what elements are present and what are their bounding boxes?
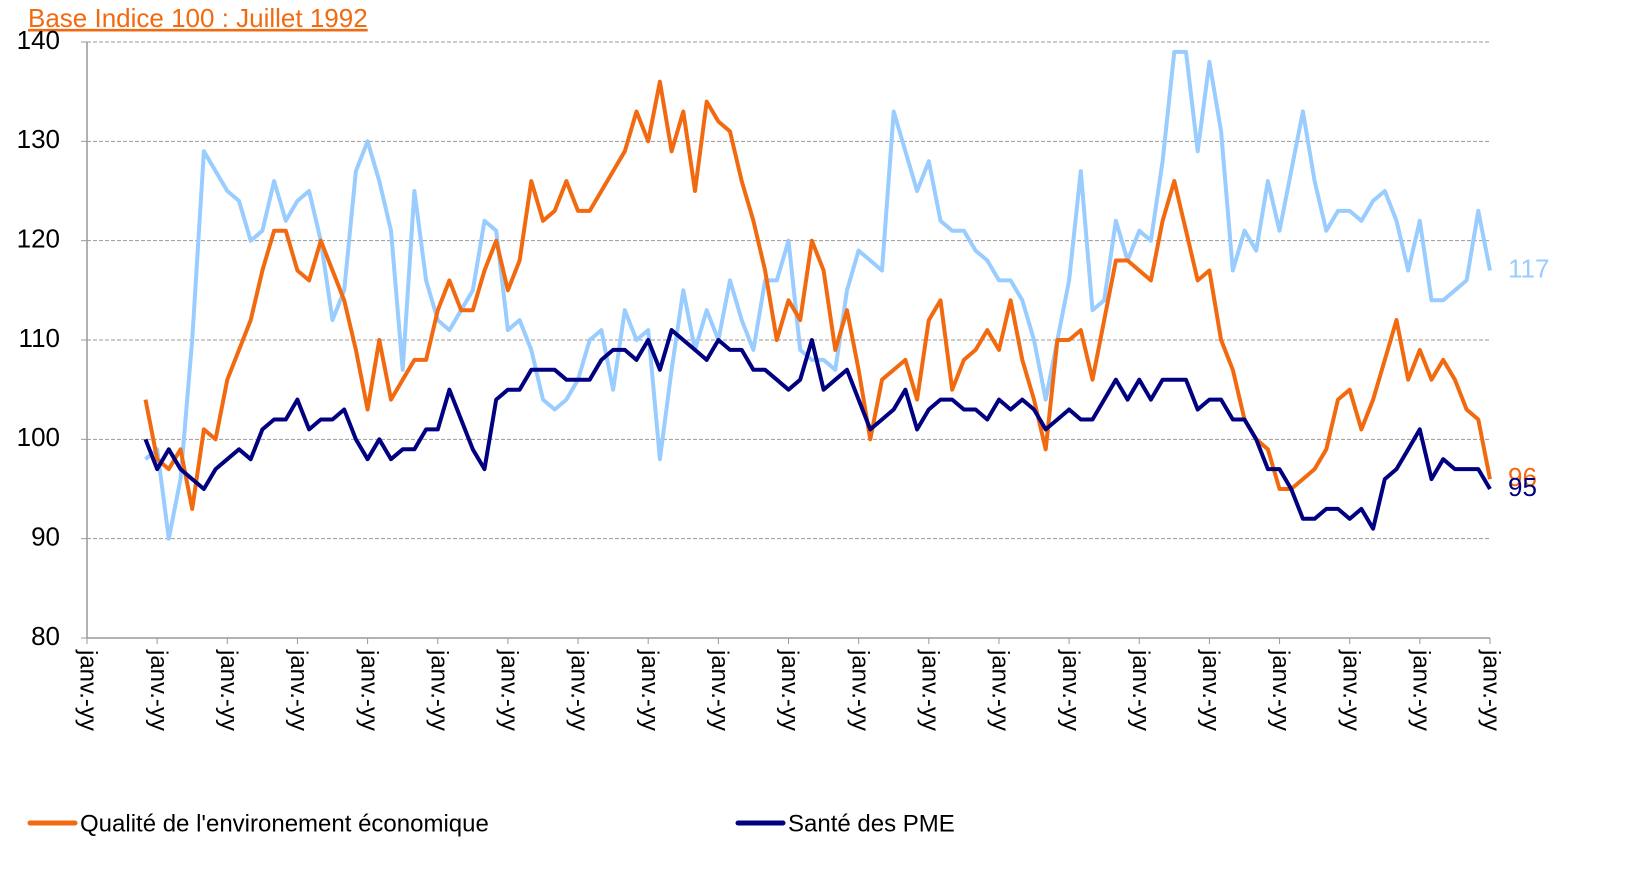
x-tick-label: janv.-yy (916, 649, 943, 731)
x-tick-label: janv.-yy (285, 649, 312, 731)
x-tick-label: janv.-yy (987, 649, 1014, 731)
x-tick-label: janv.-yy (706, 649, 733, 731)
legend-label: Qualité de l'environement économique (80, 810, 489, 837)
end-label: 95 (1508, 472, 1537, 502)
series-line (143, 79, 1492, 511)
x-tick-label: janv.-yy (215, 649, 242, 731)
x-tick-label: janv.-yy (1408, 649, 1435, 731)
y-tick-label: 100 (17, 422, 60, 452)
x-tick-label: janv.-yy (636, 649, 663, 731)
x-tick-label: janv.-yy (496, 649, 523, 731)
y-tick-label: 130 (17, 124, 60, 154)
end-label: 117 (1508, 253, 1549, 283)
end-label: 96 (1508, 462, 1537, 492)
x-tick-label: janv.-yy (1057, 649, 1084, 731)
x-tick-label: janv.-yy (425, 649, 452, 731)
y-tick-label: 110 (19, 323, 60, 353)
y-tick-label: 140 (17, 25, 60, 55)
x-tick-label: janv.-yy (355, 649, 382, 731)
x-tick-label: janv.-yy (1478, 649, 1505, 731)
y-tick-label: 90 (31, 522, 60, 552)
x-tick-label: janv.-yy (1337, 649, 1364, 731)
legend-label: Santé des PME (788, 810, 955, 837)
x-tick-label: janv.-yy (566, 649, 593, 731)
y-tick-label: 120 (17, 224, 60, 254)
series-line (143, 328, 1492, 531)
x-tick-label: janv.-yy (1197, 649, 1224, 731)
x-tick-label: janv.-yy (1127, 649, 1154, 731)
x-tick-label: janv.-yy (1267, 649, 1294, 731)
y-tick-label: 80 (31, 621, 60, 651)
x-tick-label: janv.-yy (776, 649, 803, 731)
x-tick-label: janv.-yy (75, 649, 102, 731)
x-tick-label: janv.-yy (846, 649, 873, 731)
x-tick-label: janv.-yy (145, 649, 172, 731)
chart-title: Base Indice 100 : Juillet 1992 (28, 3, 368, 33)
series-line (144, 49, 1492, 541)
